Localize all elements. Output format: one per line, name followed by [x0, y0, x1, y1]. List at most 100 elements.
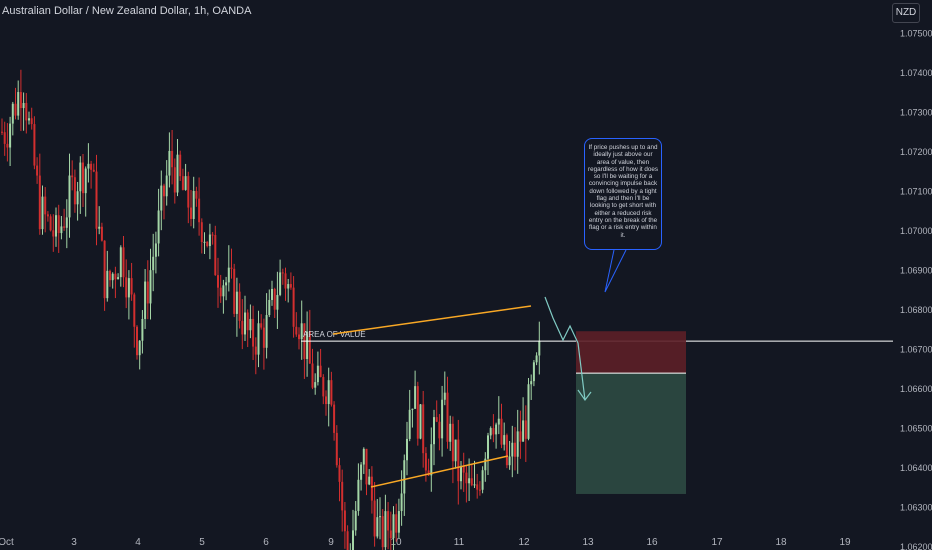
- candle-body: [73, 177, 76, 205]
- candle-body: [9, 123, 12, 148]
- candle-body: [84, 168, 87, 194]
- candle-body: [295, 326, 298, 335]
- candle-body: [473, 484, 476, 486]
- candle-body: [322, 377, 325, 397]
- candle-body: [338, 465, 341, 482]
- candle-body: [238, 291, 241, 321]
- candle-body: [192, 190, 195, 219]
- candle-body: [87, 163, 90, 169]
- candle-body: [484, 458, 487, 471]
- candle-body: [427, 470, 430, 476]
- candle-body: [511, 442, 514, 457]
- candle-body: [389, 530, 392, 539]
- area-of-value-label: AREA OF VALUE: [303, 330, 366, 339]
- candle-body: [381, 516, 384, 548]
- y-tick-label: 1.07000: [900, 226, 932, 236]
- candle-body: [449, 423, 452, 442]
- candle-body: [17, 92, 20, 116]
- candle-body: [289, 284, 292, 288]
- candle-body: [257, 323, 260, 355]
- candle-body: [406, 438, 408, 461]
- candle-body: [497, 418, 500, 425]
- wedge-lower-line: [370, 455, 509, 488]
- y-tick-label: 1.07400: [900, 68, 932, 78]
- trade-note: If price pushes up to and ideally just a…: [584, 138, 662, 250]
- candle-body: [403, 460, 406, 494]
- candle-body: [176, 154, 179, 193]
- candle-body: [217, 275, 219, 288]
- candle-body: [22, 102, 25, 109]
- candle-body: [190, 207, 192, 219]
- candle-body: [327, 380, 330, 405]
- candle-body: [122, 247, 125, 278]
- candle-body: [117, 277, 120, 280]
- candle-body: [252, 318, 255, 347]
- x-tick-label: 3: [71, 537, 77, 548]
- candle-body: [241, 320, 244, 335]
- candle-body: [160, 185, 163, 211]
- candle-body: [400, 493, 403, 512]
- candle-body: [46, 214, 49, 217]
- candle-body: [19, 92, 22, 109]
- candle-body: [419, 404, 422, 439]
- candle-body: [451, 423, 454, 462]
- candle-body: [333, 404, 336, 433]
- candle-body: [222, 285, 225, 297]
- candle-body: [254, 346, 257, 355]
- candle-body: [505, 435, 508, 466]
- candle-body: [14, 103, 17, 116]
- candle-body: [41, 196, 44, 230]
- candle-body: [230, 267, 233, 269]
- symbol-title: Australian Dollar / New Zealand Dollar, …: [2, 5, 252, 17]
- candle-body: [262, 327, 265, 348]
- candle-body: [138, 340, 141, 356]
- candle-body: [392, 514, 395, 539]
- candle-body: [414, 386, 417, 409]
- y-tick-label: 1.07300: [900, 108, 932, 118]
- candle-body: [219, 287, 222, 297]
- candle-body: [298, 334, 300, 340]
- candle-body: [144, 281, 147, 319]
- note-pointer: [604, 249, 627, 293]
- projection-path: [544, 296, 586, 401]
- candle-body: [57, 215, 60, 234]
- candle-body: [465, 472, 468, 484]
- currency-button[interactable]: NZD: [892, 3, 920, 23]
- candle-body: [109, 270, 111, 281]
- candle-body: [214, 235, 217, 276]
- candle-body: [457, 439, 460, 482]
- candle-body: [492, 428, 495, 435]
- candle-body: [25, 102, 28, 121]
- y-tick-label: 1.06800: [900, 305, 932, 315]
- candle-body: [357, 479, 360, 511]
- candle-body: [187, 176, 190, 208]
- candle-body: [163, 185, 165, 197]
- candle-body: [330, 380, 333, 405]
- candle-body: [33, 124, 36, 166]
- candle-body: [276, 294, 279, 310]
- candle-body: [489, 428, 492, 436]
- candle-body: [235, 291, 238, 314]
- candle-body: [478, 489, 481, 491]
- candle-body: [1, 131, 3, 133]
- candle-body: [260, 323, 263, 328]
- y-tick-label: 1.07100: [900, 187, 932, 197]
- candle-body: [487, 435, 489, 459]
- candle-body: [362, 448, 365, 465]
- candle-body: [441, 399, 444, 439]
- x-tick-label: 12: [518, 537, 530, 548]
- candle-body: [157, 210, 160, 244]
- candle-body: [76, 191, 79, 205]
- y-tick-label: 1.06200: [900, 542, 932, 550]
- x-tick-label: 18: [775, 537, 787, 548]
- candle-body: [325, 396, 327, 405]
- candle-body: [379, 516, 381, 518]
- y-tick-label: 1.06700: [900, 345, 932, 355]
- candle-body: [249, 318, 252, 331]
- candle-body: [530, 381, 533, 385]
- candle-body: [527, 384, 530, 439]
- candle-body: [173, 167, 176, 193]
- candle-body: [516, 431, 519, 457]
